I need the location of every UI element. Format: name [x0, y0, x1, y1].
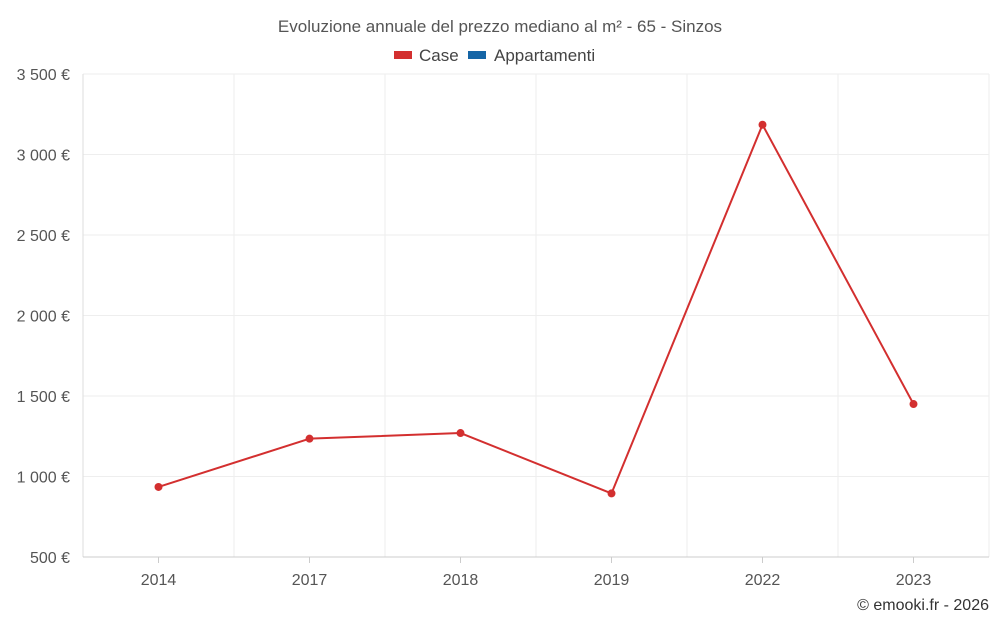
- x-tick-label: 2023: [896, 572, 932, 589]
- data-points: [154, 120, 918, 498]
- y-tick-label: 2 500 €: [17, 228, 70, 245]
- data-point[interactable]: [305, 434, 314, 443]
- data-point[interactable]: [607, 489, 616, 498]
- y-tick-label: 3 000 €: [17, 148, 70, 165]
- grid-lines: [83, 73, 990, 557]
- y-axis-tick-labels: 500 € 1 000 € 1 500 € 2 000 € 2 500 € 3 000 €…: [17, 67, 70, 567]
- data-point[interactable]: [909, 400, 918, 409]
- y-tick-label: 3 500 €: [17, 67, 70, 84]
- y-tick-label: 2 000 €: [17, 309, 70, 326]
- x-axis-tick-labels: 2014 2017 2018 2019 2022 2023: [141, 572, 932, 589]
- series-lines: [158, 123, 915, 495]
- legend-item-appartamenti[interactable]: Appartamenti: [468, 46, 595, 65]
- x-tick-label: 2019: [594, 572, 630, 589]
- legend-swatch-case: [394, 51, 412, 59]
- legend-label-appartamenti: Appartamenti: [494, 46, 595, 65]
- credit-text: © emooki.fr - 2026: [857, 597, 989, 614]
- y-tick-label: 500 €: [30, 550, 70, 567]
- x-tick-label: 2017: [292, 572, 328, 589]
- x-tick-label: 2022: [745, 572, 781, 589]
- legend-swatch-appartamenti: [468, 51, 486, 59]
- data-point[interactable]: [456, 429, 465, 438]
- legend-label-case: Case: [419, 46, 459, 65]
- y-tick-label: 1 500 €: [17, 389, 70, 406]
- y-tick-label: 1 000 €: [17, 470, 70, 487]
- legend-item-case[interactable]: Case: [394, 46, 459, 65]
- legend: Case Appartamenti: [394, 46, 595, 65]
- chart-title: Evoluzione annuale del prezzo mediano al…: [278, 17, 722, 36]
- axes: [82, 74, 989, 563]
- x-tick-label: 2014: [141, 572, 177, 589]
- x-tick-label: 2018: [443, 572, 479, 589]
- data-point[interactable]: [154, 482, 163, 491]
- data-point[interactable]: [758, 120, 767, 129]
- series-line: [158, 123, 915, 495]
